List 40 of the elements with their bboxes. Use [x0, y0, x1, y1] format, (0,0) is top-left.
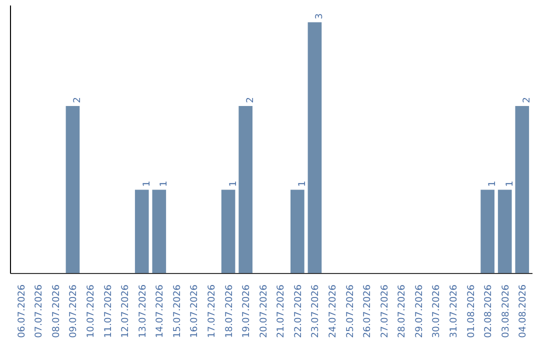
data-label: 1	[504, 180, 516, 187]
x-tick-label: 11.07.2026	[102, 284, 114, 338]
x-tick-label: 15.07.2026	[172, 284, 183, 338]
x-tick-label: 23.07.2026	[310, 284, 322, 338]
x-tick-label: 19.07.2026	[241, 284, 252, 338]
data-label: 2	[522, 97, 533, 103]
x-tick-label: 27.07.2026	[379, 284, 390, 338]
x-tick-label: 20.07.2026	[258, 284, 270, 338]
data-label: 1	[228, 180, 239, 187]
x-tick-label: 18.07.2026	[224, 284, 235, 338]
x-tick-label: 17.07.2026	[206, 284, 218, 338]
x-tick-label: 09.07.2026	[68, 284, 80, 338]
x-tick-label: 21.07.2026	[276, 284, 287, 338]
x-tick-label: 26.07.2026	[362, 284, 374, 338]
x-tick-label: 03.08.2026	[500, 284, 512, 338]
x-tick-label: 22.07.2026	[292, 284, 304, 338]
data-label: 2	[245, 97, 256, 103]
x-tick-label: 28.07.2026	[396, 284, 408, 338]
x-tick-label: 13.07.2026	[137, 284, 148, 338]
x-tick-label: 30.07.2026	[431, 284, 442, 338]
x-tick-label: 04.08.2026	[518, 284, 529, 338]
x-tick-label: 12.07.2026	[120, 284, 132, 338]
data-label: 1	[158, 180, 170, 187]
data-label: 1	[296, 180, 308, 187]
x-tick-label: 02.08.2026	[483, 284, 494, 338]
x-tick-label: 29.07.2026	[414, 284, 425, 338]
data-label: 1	[141, 180, 152, 187]
x-tick-label: 16.07.2026	[189, 284, 200, 338]
x-tick-label: 25.07.2026	[344, 284, 356, 338]
data-label: 2	[72, 97, 84, 103]
x-tick-label: 07.07.2026	[34, 284, 45, 338]
x-tick-label: 24.07.2026	[327, 284, 338, 338]
data-label: 3	[314, 13, 326, 20]
x-tick-label: 01.08.2026	[466, 284, 477, 338]
x-tick-label: 06.07.2026	[16, 284, 28, 338]
x-tick-label: 14.07.2026	[154, 284, 166, 338]
data-label: 1	[487, 180, 498, 187]
x-tick-label: 31.07.2026	[448, 284, 460, 338]
x-tick-label: 10.07.2026	[86, 284, 97, 338]
x-tick-label: 08.07.2026	[50, 284, 62, 338]
